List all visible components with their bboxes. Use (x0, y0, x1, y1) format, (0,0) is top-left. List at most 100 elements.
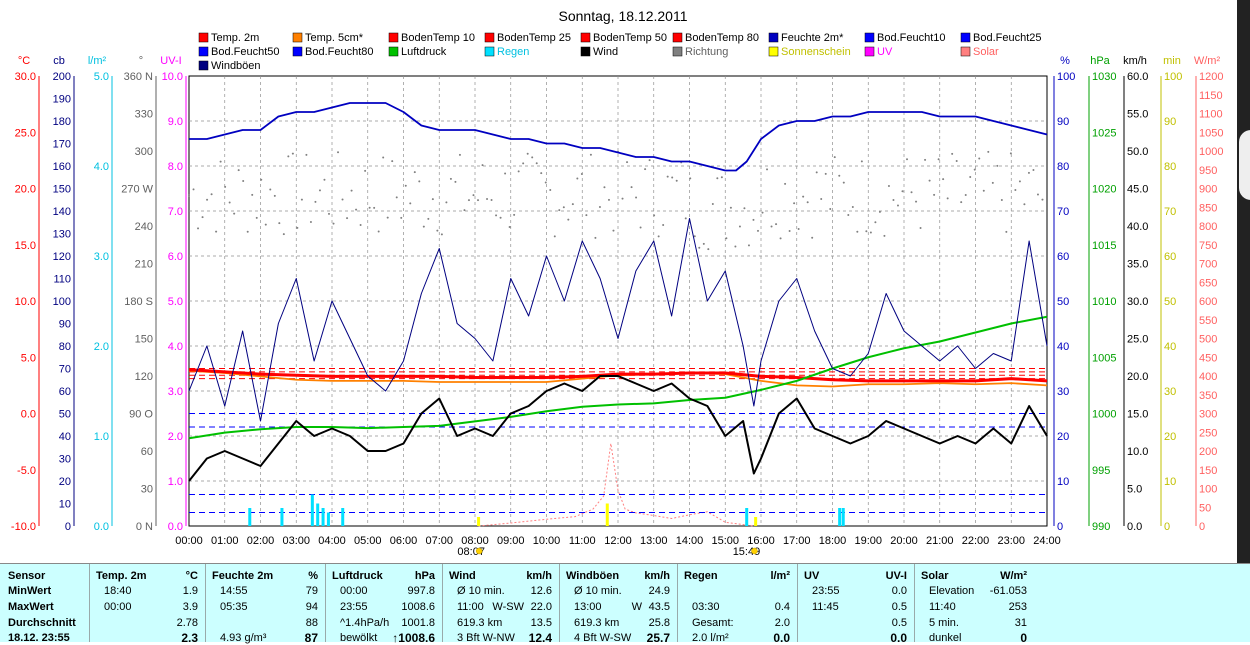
cell-time: 5 min. (929, 617, 959, 629)
direction-dot (924, 158, 927, 161)
cell-value: 13.5 (530, 617, 552, 629)
y-tick-hum: 60 (1057, 251, 1069, 263)
y-tick-hum: 40 (1057, 341, 1069, 353)
y-tick-press: 1005 (1092, 352, 1116, 364)
axis-unit-rain: l/m² (88, 55, 107, 67)
direction-dot (589, 153, 592, 156)
column-title: UV (804, 570, 820, 582)
y-tick-solar: 600 (1199, 296, 1217, 308)
y-tick-solar: 350 (1199, 390, 1217, 402)
direction-dot (558, 209, 561, 212)
x-tick-label: 19:00 (854, 535, 882, 547)
cell-value: 31 (1014, 617, 1027, 629)
series-line-temp-2m (188, 368, 1048, 383)
y-tick-solar: 1100 (1199, 109, 1223, 121)
legend-swatch-13 (580, 46, 591, 57)
y-tick-solar: 1050 (1199, 127, 1223, 139)
direction-dot (427, 217, 430, 220)
y-tick-wind: 30.0 (1127, 296, 1148, 308)
table-column-rain: Regen l/m² 03:30 0.4 Gesamt: 2.0 2.0 l/m² 0.0 (677, 564, 798, 645)
direction-dot (662, 223, 665, 226)
direction-dot (1000, 198, 1003, 201)
cell-time: 13:00 (574, 601, 602, 613)
direction-dot (544, 181, 547, 184)
cell-value: 88 (305, 617, 318, 629)
y-tick-temp: 30.0 (15, 71, 36, 83)
y-tick-solar: 1200 (1199, 71, 1223, 83)
y-tick-uv: 8.0 (168, 161, 183, 173)
cell-value: 25.8 (648, 617, 670, 629)
y-tick-dir: 240 (135, 221, 153, 233)
column-title: Solar (921, 570, 949, 582)
column-unit: km/h (526, 570, 552, 582)
legend-swatch-11 (388, 46, 399, 57)
row-label: MinWert (8, 585, 52, 597)
direction-dot (571, 203, 574, 206)
legend-swatch-2 (388, 32, 399, 43)
table-column-gust: Windböen km/h Ø 10 min. 24.9 13:00 W 43.5 619.3… (559, 564, 678, 645)
direction-dot (865, 230, 868, 233)
y-tick-dir: 120 (135, 371, 153, 383)
legend-swatch-18 (198, 60, 209, 71)
x-tick-label: 05:00 (354, 535, 382, 547)
y-tick-solar: 0 (1199, 521, 1205, 533)
column-title: Wind (449, 570, 476, 582)
legend-label-7: Bod.Feucht10 (877, 32, 946, 44)
y-tick-press: 995 (1092, 465, 1110, 477)
x-tick-label: 02:00 (247, 535, 275, 547)
cell-time: 11:40 (929, 601, 956, 613)
direction-dot (729, 206, 732, 209)
direction-dot (896, 204, 899, 207)
direction-dot (784, 182, 787, 185)
cell-direction: W (631, 601, 642, 613)
direction-dot (463, 209, 466, 212)
direction-dot (377, 230, 380, 233)
y-tick-uv: 4.0 (168, 341, 183, 353)
y-tick-hum: 70 (1057, 206, 1069, 218)
direction-dot (738, 225, 741, 228)
direction-dot (847, 214, 850, 217)
direction-dot (215, 230, 218, 233)
y-tick-dir: 210 (135, 259, 153, 271)
y-tick-uv: 1.0 (168, 476, 183, 488)
direction-dot (404, 184, 407, 187)
y-tick-wind: 10.0 (1127, 446, 1148, 458)
cell-value: 0.5 (891, 601, 907, 613)
cell-value: 0.0 (773, 631, 790, 645)
axis-unit-hum: % (1060, 55, 1070, 67)
y-tick-hum: 0 (1057, 521, 1063, 533)
rain-bar (248, 508, 252, 526)
cell-time: 18:40 (104, 585, 132, 597)
direction-dot (287, 155, 290, 158)
direction-dot (386, 216, 389, 219)
direction-dot (337, 151, 340, 154)
direction-dot (973, 168, 976, 171)
direction-dot (504, 172, 507, 175)
y-tick-solar: 700 (1199, 259, 1217, 271)
direction-dot (1005, 230, 1008, 233)
y-tick-hum: 50 (1057, 296, 1069, 308)
direction-dot (332, 222, 335, 225)
cell-time: 2.0 l/m² (692, 632, 729, 644)
y-tick-solar: 450 (1199, 352, 1217, 364)
direction-dot (743, 207, 746, 210)
direction-dot (689, 177, 692, 180)
direction-dot (919, 226, 922, 229)
y-tick-rain: 0.0 (94, 521, 109, 533)
legend-label-4: BodenTemp 50 (593, 32, 667, 44)
cell-value: 3.9 (182, 601, 198, 613)
legend-swatch-10 (292, 46, 303, 57)
legend-label-18: Windböen (211, 60, 261, 72)
direction-dot (942, 178, 945, 181)
column-unit: km/h (644, 570, 670, 582)
y-tick-press: 1030 (1092, 71, 1116, 83)
cell-time: 3 Bft W-NW (457, 632, 515, 644)
y-tick-press: 1000 (1092, 409, 1116, 421)
direction-dot (725, 237, 728, 240)
cell-time: Gesamt: (692, 617, 734, 629)
series-line-feuchte-2m- (189, 102, 1048, 172)
y-tick-solar: 900 (1199, 184, 1217, 196)
y-tick-temp: 15.0 (15, 240, 36, 252)
direction-dot (449, 177, 452, 180)
column-title: Temp. 2m (96, 570, 147, 582)
